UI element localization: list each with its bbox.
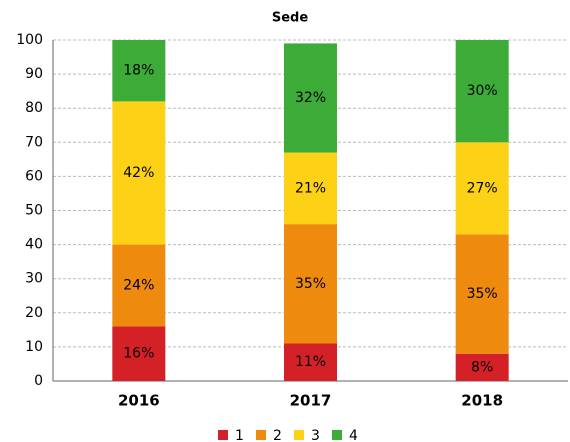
- y-tick-label: 50: [25, 203, 43, 219]
- y-tick-label: 60: [25, 168, 43, 184]
- bar-segment: [112, 244, 166, 327]
- bar-segment: [455, 353, 509, 381]
- value-label: 35%: [295, 276, 326, 292]
- legend-swatch: [294, 430, 304, 440]
- bar-segment: [284, 343, 337, 381]
- value-label: 24%: [123, 278, 154, 294]
- value-label: 18%: [123, 63, 154, 79]
- value-label: 16%: [123, 346, 154, 362]
- bar-segment: [284, 43, 337, 153]
- y-tick-label: 30: [25, 271, 43, 287]
- value-label: 11%: [295, 354, 326, 370]
- bar-segment: [284, 224, 337, 344]
- y-tick-label: 20: [25, 305, 43, 321]
- y-tick-label: 10: [25, 339, 43, 355]
- bar-segment: [112, 101, 166, 245]
- legend-label: 3: [311, 428, 320, 442]
- value-label: 35%: [467, 286, 498, 302]
- y-tick-label: 100: [16, 32, 43, 48]
- value-label: 42%: [123, 165, 154, 181]
- value-label: 27%: [467, 180, 498, 196]
- y-tick-label: 90: [25, 66, 43, 82]
- value-label: 21%: [295, 180, 326, 196]
- y-tick-label: 70: [25, 134, 43, 150]
- bar-segment: [455, 142, 509, 235]
- value-label: 8%: [471, 359, 493, 375]
- chart-title: Sede: [272, 11, 308, 26]
- bar-segment: [112, 40, 166, 102]
- value-label: 30%: [467, 83, 498, 99]
- y-tick-label: 0: [34, 373, 43, 389]
- bar-segment: [455, 40, 509, 143]
- bar-segment: [455, 234, 509, 354]
- bar-segment: [284, 152, 337, 225]
- bar-segment: [112, 326, 166, 381]
- y-tick-label: 80: [25, 100, 43, 116]
- legend-label: 1: [235, 428, 244, 442]
- legend-label: 2: [273, 428, 282, 442]
- legend-swatch: [218, 430, 228, 440]
- x-tick-label: 2017: [290, 392, 332, 410]
- x-tick-label: 2018: [461, 392, 503, 410]
- legend-label: 4: [349, 428, 358, 442]
- x-tick-label: 2016: [118, 392, 160, 410]
- y-tick-label: 40: [25, 237, 43, 253]
- legend-swatch: [256, 430, 266, 440]
- legend-swatch: [332, 430, 342, 440]
- value-label: 32%: [295, 90, 326, 106]
